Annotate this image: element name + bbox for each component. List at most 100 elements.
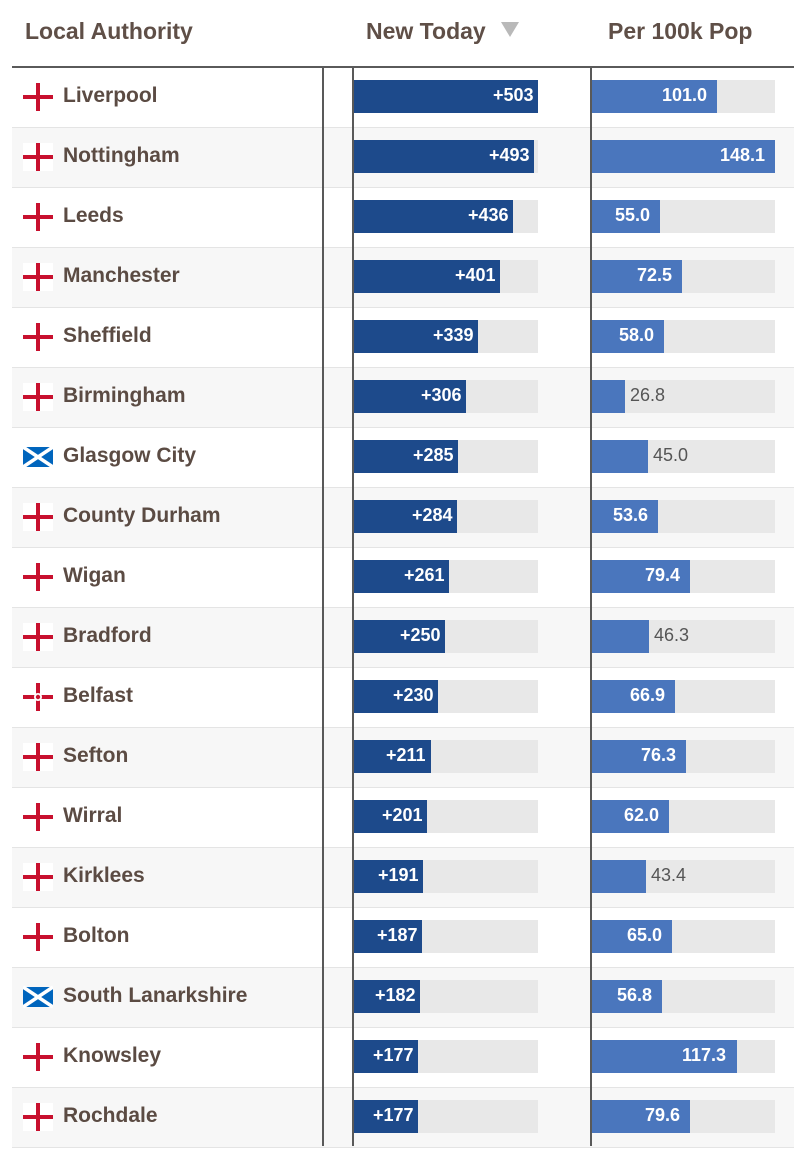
new-today-track: +182	[353, 980, 538, 1013]
new-today-track: +211	[353, 740, 538, 773]
england-flag-icon	[23, 623, 53, 651]
table-row[interactable]: Wigan +261 79.4	[12, 548, 794, 608]
new-today-value: +339	[433, 325, 474, 345]
new-today-value: +306	[421, 385, 462, 405]
new-today-track: +493	[353, 140, 538, 173]
england-flag-icon	[23, 1103, 53, 1131]
per-100k-bar	[592, 800, 669, 833]
per-100k-value: 66.9	[630, 685, 666, 705]
table-row[interactable]: County Durham +284 53.6	[12, 488, 794, 548]
new-today-bar	[353, 920, 422, 953]
england-flag-icon	[23, 1043, 53, 1071]
new-today-bar	[353, 740, 431, 773]
authority-name: Manchester	[63, 264, 180, 287]
table-row[interactable]: Bolton +187 65.0	[12, 908, 794, 968]
authority-name: Bradford	[63, 624, 152, 647]
per-100k-track: 56.8	[592, 980, 775, 1013]
table-row[interactable]: Knowsley +177 117.3	[12, 1028, 794, 1088]
table-row[interactable]: Glasgow City +285 45.0	[12, 428, 794, 488]
table-row[interactable]: Manchester +401 72.5	[12, 248, 794, 308]
table-row[interactable]: Liverpool +503 101.0	[12, 68, 794, 128]
per-100k-value: 79.6	[645, 1105, 681, 1125]
authority-name: Leeds	[63, 204, 124, 227]
per-100k-track: 26.8	[592, 380, 775, 413]
per-100k-value: 46.3	[654, 625, 690, 645]
new-today-track: +306	[353, 380, 538, 413]
table-row[interactable]: Sefton +211 76.3	[12, 728, 794, 788]
authority-name: Kirklees	[63, 864, 145, 887]
scotland-flag-icon	[23, 985, 53, 1009]
table-row[interactable]: Belfast +230 66.9	[12, 668, 794, 728]
new-today-track: +187	[353, 920, 538, 953]
per-100k-value: 101.0	[662, 85, 708, 105]
per-100k-bar	[592, 680, 675, 713]
table-row[interactable]: South Lanarkshire +182 56.8	[12, 968, 794, 1028]
per-100k-track: 79.4	[592, 560, 775, 593]
per-100k-bar	[592, 260, 682, 293]
per-100k-track: 101.0	[592, 80, 775, 113]
per-100k-bar	[592, 140, 775, 173]
new-today-track: +177	[353, 1040, 538, 1073]
england-flag-icon	[23, 743, 53, 771]
header-local-authority[interactable]: Local Authority	[25, 18, 193, 44]
england-flag-icon	[23, 863, 53, 891]
england-flag-icon	[23, 263, 53, 291]
table-row[interactable]: Leeds +436 55.0	[12, 188, 794, 248]
per-100k-bar	[592, 860, 646, 893]
table-row[interactable]: Kirklees +191 43.4	[12, 848, 794, 908]
new-today-bar	[353, 560, 449, 593]
new-today-track: +261	[353, 560, 538, 593]
new-today-track: +285	[353, 440, 538, 473]
per-100k-value: 58.0	[619, 325, 655, 345]
england-flag-icon	[23, 143, 53, 171]
new-today-track: +201	[353, 800, 538, 833]
england-flag-icon	[23, 923, 53, 951]
table-row[interactable]: Rochdale +177 79.6	[12, 1088, 794, 1148]
per-100k-value: 65.0	[627, 925, 663, 945]
table-row[interactable]: Wirral +201 62.0	[12, 788, 794, 848]
new-today-value: +401	[455, 265, 496, 285]
new-today-value: +191	[378, 865, 419, 885]
new-today-bar	[353, 260, 500, 293]
per-100k-track: 66.9	[592, 680, 775, 713]
new-today-bar	[353, 320, 478, 353]
per-100k-track: 58.0	[592, 320, 775, 353]
per-100k-bar	[592, 80, 717, 113]
new-today-value: +261	[404, 565, 445, 585]
per-100k-value: 53.6	[613, 505, 649, 525]
header-per-100k[interactable]: Per 100k Pop	[608, 18, 753, 44]
table-row[interactable]: Sheffield +339 58.0	[12, 308, 794, 368]
per-100k-track: 117.3	[592, 1040, 775, 1073]
new-today-track: +401	[353, 260, 538, 293]
per-100k-bar	[592, 740, 686, 773]
new-today-axis-line	[352, 68, 354, 1146]
per-100k-value: 56.8	[617, 985, 653, 1005]
england-flag-icon	[23, 803, 53, 831]
new-today-value: +493	[489, 145, 530, 165]
sort-descending-icon[interactable]	[501, 22, 519, 37]
new-today-value: +182	[375, 985, 416, 1005]
england-flag-icon	[23, 323, 53, 351]
new-today-bar	[353, 440, 458, 473]
per-100k-value: 72.5	[637, 265, 673, 285]
per-100k-track: 46.3	[592, 620, 775, 653]
new-today-value: +250	[400, 625, 441, 645]
authority-name: Sheffield	[63, 324, 152, 347]
new-today-track: +284	[353, 500, 538, 533]
table-row[interactable]: Bradford +250 46.3	[12, 608, 794, 668]
new-today-bar	[353, 800, 427, 833]
per-100k-axis-line	[590, 68, 592, 1146]
new-today-bar	[353, 1040, 418, 1073]
per-100k-bar	[592, 1100, 690, 1133]
per-100k-value: 117.3	[682, 1045, 727, 1065]
authority-name: Rochdale	[63, 1104, 158, 1127]
header-divider	[12, 66, 794, 68]
per-100k-track: 45.0	[592, 440, 775, 473]
new-today-bar	[353, 860, 423, 893]
per-100k-bar	[592, 560, 690, 593]
per-100k-track: 65.0	[592, 920, 775, 953]
table-row[interactable]: Nottingham +493 148.1	[12, 128, 794, 188]
header-new-today[interactable]: New Today	[366, 18, 486, 44]
table-row[interactable]: Birmingham +306 26.8	[12, 368, 794, 428]
per-100k-bar	[592, 200, 660, 233]
